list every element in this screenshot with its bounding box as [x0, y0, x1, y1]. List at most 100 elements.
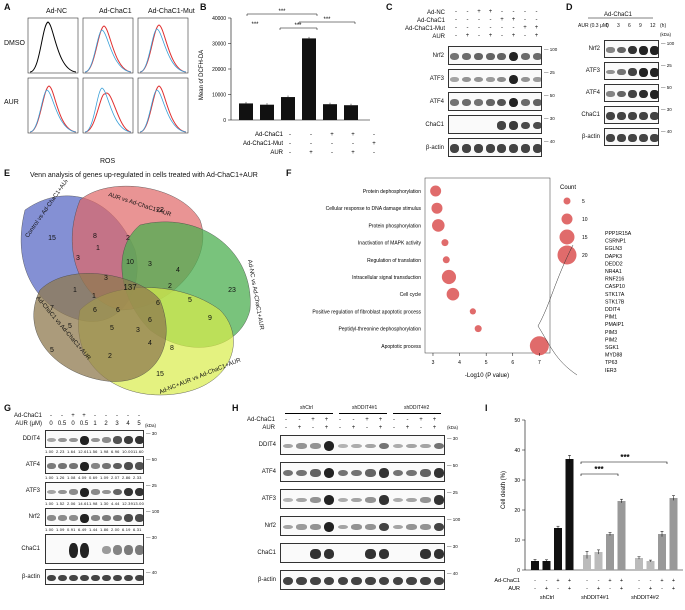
- h-band-0-2: [310, 443, 321, 449]
- g-blot-1: [45, 456, 144, 474]
- g-quant-1-1: 1.26: [56, 475, 65, 480]
- f-legend-val-2: 15: [582, 235, 588, 241]
- d-band-2-2: [628, 90, 637, 98]
- d-blot-label-3: ChaC1: [581, 112, 600, 118]
- b-ytick-2: 20000: [212, 67, 226, 73]
- h-band-0-8: [392, 443, 404, 449]
- i-bar-0: [531, 561, 539, 570]
- h-band-3-3: [323, 522, 335, 532]
- g-quant-2-8: 13.00: [133, 501, 145, 506]
- g-dose-0: 0: [49, 421, 53, 427]
- g-band-5-7: [124, 574, 133, 582]
- c-band-2-4: [497, 98, 507, 107]
- h-group-line-2: [393, 413, 441, 414]
- i-sign-aur-10: -: [661, 586, 663, 592]
- c-kda-3: — 30: [544, 116, 555, 121]
- c-sign-3-1: +: [465, 33, 470, 39]
- c-blot-0: [448, 46, 542, 65]
- h-band-2-8: [392, 497, 404, 503]
- f-term-label-4: Regulation of translation: [367, 258, 421, 264]
- c-treat-mut: Ad-ChaC1-Mut: [404, 26, 445, 32]
- g-quant-2-1: 1.52: [56, 501, 65, 506]
- c-kda-2: — 50: [544, 93, 555, 98]
- c-blot-label-2: ATF4: [429, 98, 444, 105]
- g-quant-3-4: 1.44: [89, 527, 98, 532]
- g-quant-3-1: 1.09: [56, 527, 65, 532]
- venn-num-26: 8: [170, 345, 174, 352]
- panel-label-i: I: [485, 403, 488, 413]
- c-band-2-3: [485, 98, 495, 107]
- flow-col-ad-nc: Ad-NC: [46, 8, 68, 15]
- f-xtick-0: 3: [432, 360, 435, 366]
- c-sign-3-5: +: [511, 33, 516, 39]
- c-band-4-2: [473, 144, 483, 153]
- g-quant-1-4: 0.69: [89, 475, 98, 480]
- c-blot-2: [448, 92, 542, 111]
- h-band-0-0: [282, 443, 294, 449]
- f-term-label-8: Peptidyl-threonine dephosphorylation: [338, 327, 421, 333]
- g-quant-3-8: 6.31: [133, 527, 142, 532]
- panel-label-c: C: [386, 2, 393, 12]
- c-band-3-6: [520, 121, 530, 130]
- h-band-3-5: [351, 524, 362, 530]
- c-band-4-4: [497, 144, 507, 153]
- g-quant-2-3: 14.61: [78, 501, 90, 506]
- g-band-4-6: [113, 545, 122, 555]
- sig-b-1: ***: [278, 9, 286, 15]
- g-kda-5: — 40: [146, 570, 157, 575]
- venn-num-1: 8: [93, 233, 97, 240]
- c-band-1-1: [462, 76, 472, 83]
- f-bubble-5: [441, 269, 457, 285]
- i-sign-ad-3: +: [568, 578, 571, 584]
- i-sign-aur-0: -: [534, 586, 536, 592]
- d-kda-3: — 30: [661, 107, 672, 112]
- f-bubble-2: [431, 219, 445, 232]
- g-dose-8: 5: [137, 421, 141, 427]
- f-bubble-3: [441, 239, 449, 247]
- c-band-0-4: [497, 52, 507, 61]
- g-dose-5: 2: [104, 421, 108, 427]
- d-band-0-2: [628, 45, 637, 55]
- g-band-2-7: [124, 487, 133, 497]
- h-band-2-3: [323, 495, 335, 505]
- g-band-3-4: [91, 515, 100, 521]
- c-band-0-6: [520, 53, 530, 60]
- h-group-1: shDDIT4#1: [352, 405, 378, 411]
- d-band-1-4: [650, 67, 658, 77]
- g-sign-ad-5: -: [105, 413, 107, 419]
- g-quant-1-2: 1.08: [67, 475, 76, 480]
- f-legend-title: Count: [560, 185, 576, 191]
- f-bubble-0: [430, 185, 442, 197]
- d-kda-1: — 25: [661, 63, 672, 68]
- svg-text:***: ***: [594, 465, 604, 474]
- g-adchac1: Ad-ChaC1: [13, 413, 42, 419]
- g-band-5-1: [58, 574, 67, 582]
- d-blot-3: [604, 106, 659, 124]
- d-time-3: 9: [639, 23, 642, 29]
- d-band-4-3: [639, 134, 648, 142]
- c-sign-0-4: -: [501, 9, 503, 15]
- c-blot-3: [448, 115, 542, 134]
- h-sign-aur-4: -: [339, 425, 341, 431]
- venn-num-12: 6: [116, 307, 120, 314]
- svg-text:***: ***: [620, 453, 630, 462]
- f-gene-8: STK17A: [605, 292, 625, 298]
- h-band-4-2: [310, 549, 321, 559]
- d-band-1-3: [639, 67, 648, 77]
- g-blot-2: [45, 482, 144, 500]
- h-sign-ad-8: -: [393, 417, 395, 423]
- d-time-2: 6: [628, 23, 631, 29]
- f-bubble-1: [431, 202, 443, 214]
- c-band-2-5: [509, 97, 519, 108]
- g-quant-3-6: 2.00: [111, 527, 120, 532]
- g-band-1-6: [113, 462, 122, 470]
- d-band-2-1: [617, 90, 626, 98]
- c-band-0-0: [450, 53, 460, 60]
- h-sign-aur-7: +: [378, 425, 383, 431]
- h-band-0-4: [337, 443, 349, 449]
- venn-num-3: 2: [126, 235, 130, 242]
- g-sign-ad-3: +: [82, 413, 86, 419]
- g-band-4-2: [69, 542, 78, 558]
- d-time-0: 0: [606, 23, 609, 29]
- b-sign-0-1: -: [310, 132, 312, 138]
